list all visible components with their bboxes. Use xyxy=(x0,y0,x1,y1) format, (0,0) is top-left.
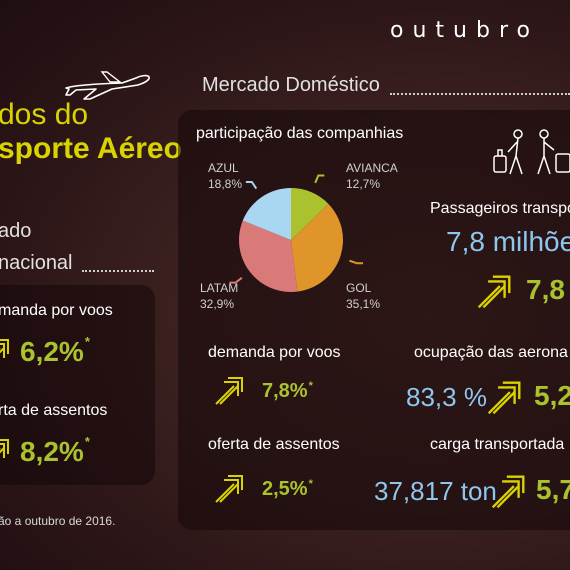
travellers-icon xyxy=(493,129,570,175)
pie-leader-latam xyxy=(229,276,243,284)
intl-demand-label: manda por voos xyxy=(0,302,113,319)
pie-label-azul: AZUL 18,8% xyxy=(208,161,243,191)
international-section-title-line1: ado xyxy=(0,220,32,242)
pie-slice-latam xyxy=(238,220,298,292)
month-label: outubro xyxy=(390,18,539,43)
pie-leader-azul xyxy=(245,180,258,190)
cargo-growth: 5,7 xyxy=(536,474,570,505)
arrow-up-right-icon xyxy=(215,475,243,503)
footnote: ão a outubro de 2016. xyxy=(0,514,116,528)
cargo-label: carga transportada xyxy=(430,436,565,453)
airplane-icon xyxy=(65,71,150,100)
pie-label-latam: LATAM 32,9% xyxy=(200,281,239,311)
pie-slice-avianca xyxy=(291,188,329,240)
passengers-label: Passageiros transpor xyxy=(430,200,570,217)
dom-supply-label: oferta de assentos xyxy=(208,436,340,453)
domestic-section-title: Mercado Doméstico xyxy=(202,74,380,96)
pie-slice-azul xyxy=(242,188,291,240)
dotted-divider xyxy=(82,270,154,272)
page-title-line1: dos do xyxy=(0,98,89,131)
occupancy-value: 83,3 % xyxy=(406,382,487,412)
occupancy-label: ocupação das aerona xyxy=(414,344,568,361)
pie-leader-gol xyxy=(349,259,364,265)
cargo-value: 37,817 ton xyxy=(374,476,497,506)
pie-slice-gol xyxy=(291,203,344,292)
dotted-divider xyxy=(390,93,570,95)
dom-demand-label: demanda por voos xyxy=(208,344,341,361)
pie-label-avianca: AVIANCA 12,7% xyxy=(346,161,398,191)
arrow-up-right-icon xyxy=(215,377,243,405)
chart-title: participação das companhias xyxy=(196,125,404,142)
domestic-panel xyxy=(178,110,570,530)
dom-supply-value: 2,5%* xyxy=(262,478,313,500)
international-section-title-line2: nacional xyxy=(0,252,73,274)
intl-supply-label: rta de assentos xyxy=(0,402,108,419)
pie-leader-avianca xyxy=(314,174,325,184)
market-share-pie-chart xyxy=(229,174,364,292)
pie-label-gol: GOL 35,1% xyxy=(346,281,381,311)
arrow-up-right-icon xyxy=(0,439,9,458)
intl-supply-value: 8,2%* xyxy=(20,434,90,467)
arrow-up-right-icon xyxy=(477,275,511,309)
intl-demand-value: 6,2%* xyxy=(20,334,90,367)
arrow-up-right-icon xyxy=(487,381,521,415)
arrow-up-right-icon xyxy=(0,339,9,358)
passengers-growth: 7,8 xyxy=(526,274,565,305)
passengers-value: 7,8 milhões xyxy=(446,226,570,257)
dom-demand-value: 7,8%* xyxy=(262,380,313,402)
international-panel xyxy=(0,285,155,485)
page-title-line2: sporte Aéreo xyxy=(0,132,182,165)
occupancy-growth: 5,2 xyxy=(534,380,570,411)
arrow-up-right-icon xyxy=(491,475,525,509)
